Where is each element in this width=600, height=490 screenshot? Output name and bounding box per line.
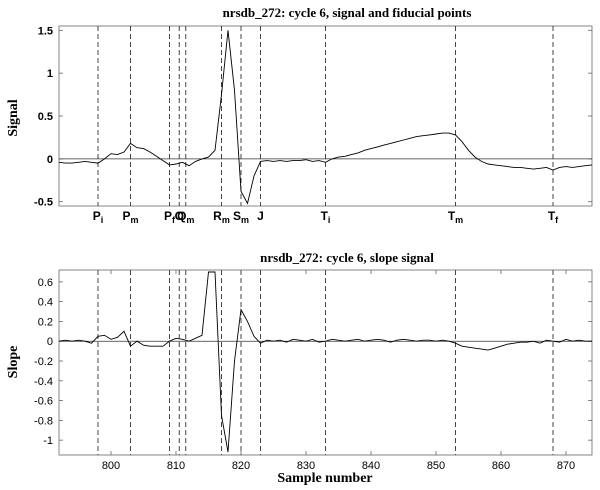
slope-title: nrsdb_272: cycle 6, slope signal [260, 250, 434, 265]
slope-panel: nrsdb_272: cycle 6, slope signal Slope -… [6, 250, 593, 486]
signal-y-tick-label: 1.5 [38, 25, 53, 37]
slope-y-tick-label: -1 [43, 435, 53, 447]
slope-y-tick-label: -0.4 [34, 376, 53, 388]
x-tick-label: 810 [167, 460, 185, 472]
slope-y-tick-label: 0 [47, 336, 53, 348]
slope-y-axis-label: Slope [6, 346, 21, 379]
slope-y-tick-label: 0.2 [38, 316, 53, 328]
slope-y-tick-label: 0.4 [38, 297, 53, 309]
signal-y-tick-label: -0.5 [34, 197, 53, 209]
signal-y-tick-label: 0 [47, 154, 53, 166]
slope-y-ticks: -1 -0.8 -0.6 -0.4 -0.2 0 0.2 0.4 0.6 [34, 277, 592, 447]
signal-y-tick-label: 1 [47, 68, 53, 80]
x-tick-label: 870 [557, 460, 575, 472]
x-tick-label: 840 [362, 460, 380, 472]
fiducial-labels: Pi Pm Pf OQm Rm Sm J Ti Tm Tf [93, 209, 559, 225]
x-axis-label: Sample number [277, 471, 372, 486]
x-tick-label: 860 [492, 460, 510, 472]
x-tick-label: 850 [427, 460, 445, 472]
signal-title: nrsdb_272: cycle 6, signal and fiducial … [223, 5, 472, 20]
slope-y-tick-label: -0.2 [34, 356, 53, 368]
slope-series-line [58, 271, 592, 453]
fiducial-label: Pi [93, 209, 104, 225]
signal-fiducial-lines [97, 26, 554, 206]
fiducial-label: J [257, 209, 264, 223]
fiducial-label: Pm [122, 209, 138, 225]
signal-y-ticks: -0.5 0 0.5 1 1.5 [34, 25, 592, 209]
slope-y-tick-label: 0.6 [38, 277, 53, 289]
fiducial-label: Pf [164, 209, 176, 225]
x-tick-label: 820 [232, 460, 250, 472]
slope-y-tick-label: -0.8 [34, 415, 53, 427]
x-tick-label: 800 [102, 460, 120, 472]
fiducial-label: Tm [448, 209, 463, 225]
slope-y-tick-label: -0.6 [34, 396, 53, 408]
slope-fiducial-lines [97, 270, 554, 455]
fiducial-label: Qm [177, 209, 194, 225]
fiducial-label: O [175, 209, 184, 223]
signal-series-line [58, 30, 593, 205]
fiducial-label: Tf [548, 209, 559, 225]
fiducial-label: Rm [213, 209, 230, 225]
slope-x-ticks: 800 810 820 830 840 850 860 870 [102, 270, 575, 472]
signal-y-tick-label: 0.5 [38, 111, 53, 123]
signal-panel: nrsdb_272: cycle 6, signal and fiducial … [6, 5, 593, 225]
fiducial-label: Ti [321, 209, 331, 225]
x-tick-label: 830 [297, 460, 315, 472]
signal-y-axis-label: Signal [6, 99, 21, 136]
fiducial-label: Sm [233, 209, 249, 225]
